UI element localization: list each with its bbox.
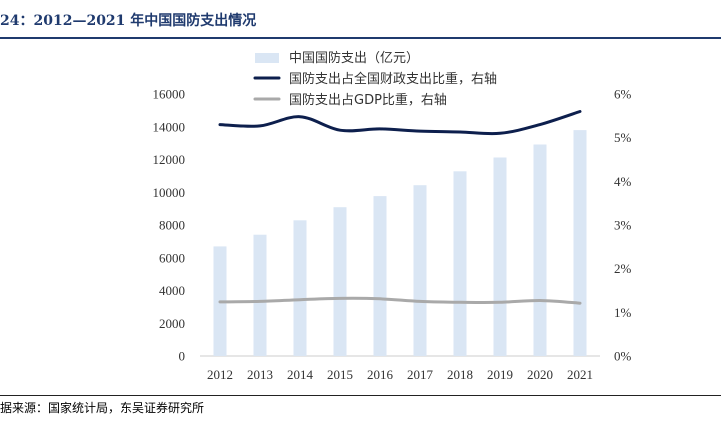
legend-label-bar: 中国国防支出（亿元） — [289, 50, 419, 66]
x-tick-label: 2012 — [207, 367, 233, 382]
bars-group — [213, 130, 587, 356]
left-tick-label: 10000 — [153, 185, 186, 200]
right-tick-label: 6% — [614, 87, 632, 102]
right-tick-label: 3% — [614, 218, 632, 233]
legend-item-bar: 中国国防支出（亿元） — [255, 50, 419, 66]
bar-2021 — [573, 130, 587, 356]
legend-swatch-bar — [255, 53, 279, 63]
x-tick-label: 2013 — [247, 367, 273, 382]
source-note: 据来源：国家统计局，东吴证券研究所 — [0, 401, 205, 415]
bar-2017 — [413, 185, 427, 356]
title-rule — [0, 37, 721, 39]
left-tick-label: 6000 — [159, 250, 185, 265]
right-tick-label: 5% — [614, 130, 632, 145]
legend: 中国国防支出（亿元） 国防支出占全国财政支出比重，右轴 国防支出占GDP比重，右… — [253, 50, 497, 108]
left-axis-ticks: 0 2000 4000 6000 8000 10000 12000 14000 16000 — [153, 87, 186, 364]
chart: 中国国防支出（亿元） 国防支出占全国财政支出比重，右轴 国防支出占GDP比重，右… — [153, 50, 632, 382]
left-tick-label: 14000 — [153, 119, 186, 134]
right-tick-label: 1% — [614, 305, 632, 320]
legend-item-gdp: 国防支出占GDP比重，右轴 — [253, 92, 447, 108]
x-tick-label: 2014 — [287, 367, 314, 382]
x-tick-label: 2017 — [407, 367, 434, 382]
right-axis-ticks: 0% 1% 2% 3% 4% 5% 6% — [614, 87, 632, 364]
x-tick-label: 2015 — [327, 367, 353, 382]
lines-group — [218, 110, 582, 305]
bar-2014 — [293, 220, 307, 356]
line-gdp-share — [218, 296, 582, 305]
line-fiscal-share — [218, 110, 582, 136]
right-tick-label: 0% — [614, 349, 632, 364]
left-tick-label: 4000 — [159, 283, 185, 298]
legend-label-gdp: 国防支出占GDP比重，右轴 — [289, 92, 447, 108]
left-tick-label: 2000 — [159, 316, 185, 331]
x-tick-label: 2020 — [527, 367, 553, 382]
left-tick-label: 12000 — [153, 152, 186, 167]
legend-item-fiscal: 国防支出占全国财政支出比重，右轴 — [253, 71, 497, 87]
bar-2016 — [373, 196, 387, 356]
x-tick-label: 2019 — [487, 367, 513, 382]
left-tick-label: 8000 — [159, 218, 185, 233]
right-tick-label: 4% — [614, 174, 632, 189]
left-tick-label: 16000 — [153, 87, 186, 102]
x-tick-label: 2016 — [367, 367, 394, 382]
bottom-rule — [0, 395, 721, 396]
x-axis-ticks: 2012 2013 2014 2015 2016 2017 2018 2019 2020 2021 — [207, 367, 593, 382]
right-tick-label: 2% — [614, 261, 632, 276]
left-tick-label: 0 — [179, 349, 186, 364]
bar-2019 — [493, 157, 507, 356]
bar-2013 — [253, 234, 267, 356]
x-tick-label: 2018 — [447, 367, 473, 382]
x-tick-label: 2021 — [567, 367, 593, 382]
bar-2015 — [333, 207, 347, 356]
legend-label-fiscal: 国防支出占全国财政支出比重，右轴 — [289, 71, 497, 87]
figure-title: 24：2012—2021 年中国国防支出情况 — [0, 13, 257, 29]
bar-2020 — [533, 144, 547, 356]
bar-2018 — [453, 171, 467, 356]
